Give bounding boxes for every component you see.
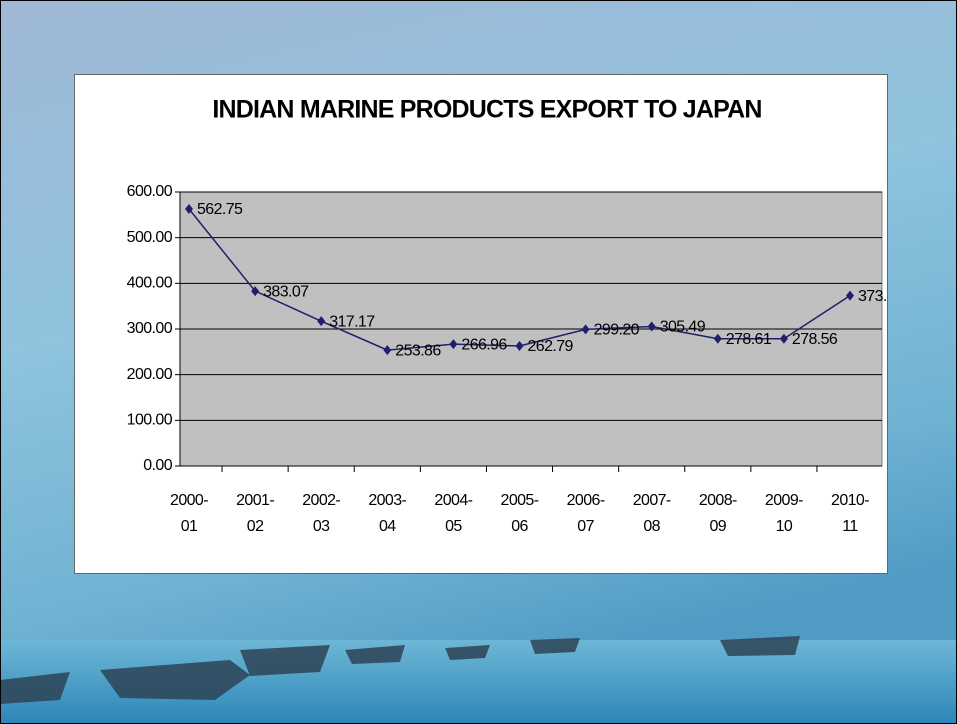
data-label: 262.79: [528, 338, 574, 355]
x-tick-label: 2003-04: [368, 492, 407, 535]
marker: [515, 340, 524, 351]
marker: [251, 286, 260, 297]
y-tick-label: 300.00: [127, 320, 173, 337]
y-tick-label: 0.00: [143, 457, 172, 474]
x-tick-label: 2001-02: [236, 492, 275, 535]
marker: [779, 333, 788, 344]
x-tick-label: 2007-08: [632, 492, 672, 535]
data-label: 317.17: [329, 313, 375, 330]
x-tick-label: 2002-03: [302, 492, 341, 535]
marker: [383, 345, 392, 356]
y-tick-label: 600.00: [127, 183, 173, 200]
y-tick-label: 100.00: [127, 412, 173, 429]
data-label: 299.20: [594, 322, 640, 339]
marker: [449, 339, 458, 350]
data-label: 253.86: [395, 342, 441, 359]
data-label: 373.00: [858, 288, 887, 305]
marker: [713, 333, 722, 344]
y-tick-label: 400.00: [127, 275, 173, 292]
x-tick-label: 2009-10: [764, 492, 804, 535]
data-label: 278.61: [726, 331, 772, 348]
data-label: 278.56: [792, 331, 838, 348]
x-tick-label: 2004-05: [434, 492, 473, 535]
data-label: 562.75: [197, 201, 243, 218]
marker: [317, 316, 326, 327]
marker: [581, 324, 590, 335]
data-label: 383.07: [263, 283, 309, 300]
marker: [846, 290, 854, 301]
data-label: 266.96: [461, 336, 507, 353]
chart-card: INDIAN MARINE PRODUCTS EXPORT TO JAPAN 0…: [74, 74, 888, 574]
x-tick-label: 2006-07: [566, 492, 606, 535]
data-label: 305.49: [660, 319, 706, 336]
y-tick-label: 200.00: [127, 366, 173, 383]
y-tick-label: 500.00: [127, 229, 173, 246]
marker: [185, 204, 193, 215]
chart: INDIAN MARINE PRODUCTS EXPORT TO JAPAN 0…: [127, 96, 887, 475]
chart-title: INDIAN MARINE PRODUCTS EXPORT TO JAPAN: [212, 96, 761, 124]
x-tick-label: 2005-06: [500, 492, 540, 535]
x-tick-label: 2010-11: [831, 492, 870, 535]
marker: [647, 321, 656, 332]
x-tick-label: 2008-09: [698, 492, 738, 535]
x-tick-label: 2000-01: [170, 492, 209, 535]
